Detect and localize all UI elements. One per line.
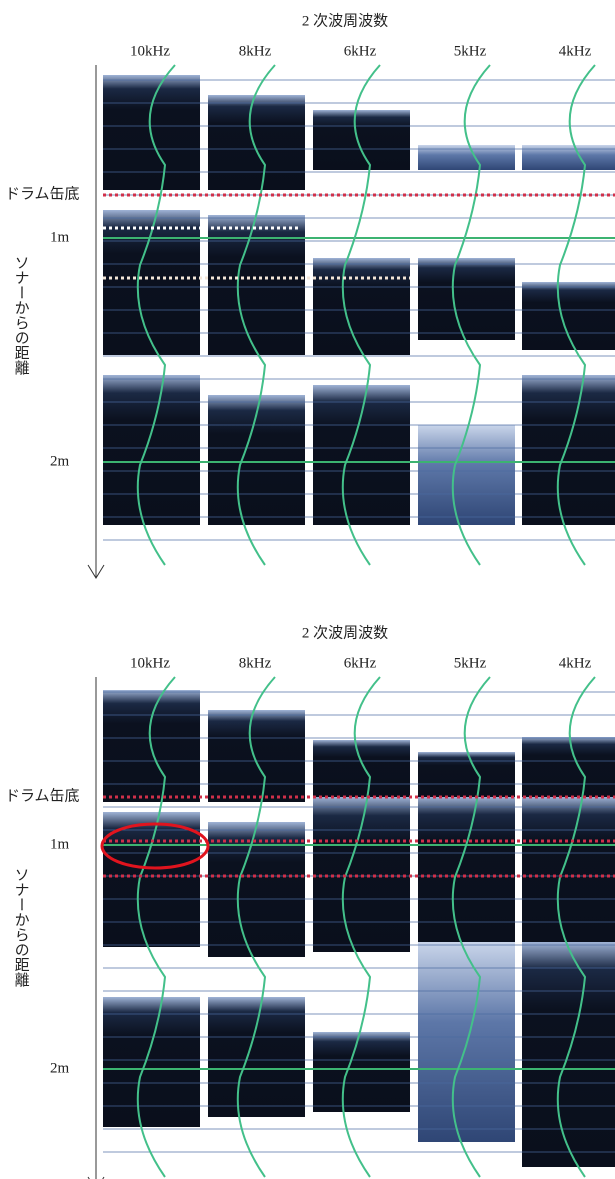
frequency-label: 5kHz [454, 655, 487, 671]
echo-block [313, 110, 410, 170]
echo-block [208, 710, 305, 802]
echo-block [208, 997, 305, 1117]
distance-label: 2m [50, 1060, 70, 1076]
echo-block [208, 215, 305, 355]
echo-block [418, 752, 515, 797]
bottom-label: ドラム缶底 [5, 185, 80, 202]
distance-label: 2m [50, 453, 70, 469]
frequency-label: 10kHz [130, 43, 170, 59]
figure: 2 次波周波数 10kHz 8kHz 6kHz 5kHz 4kHz ドラム缶底 1m 2m ソナー… [0, 0, 615, 1179]
echo-block [313, 740, 410, 797]
axis-label: ソナーからの距離 [13, 867, 30, 987]
frequency-label: 4kHz [559, 43, 592, 59]
echo-block [103, 997, 200, 1127]
echo-block [418, 797, 515, 942]
echo-block [522, 282, 615, 350]
frequency-label: 6kHz [344, 43, 377, 59]
echo-block [522, 797, 615, 942]
echo-block [418, 258, 515, 340]
panel-title: 2 次波周波数 [302, 624, 388, 641]
distance-label: 1m [50, 229, 70, 245]
echo-block [208, 95, 305, 190]
frequency-label: 10kHz [130, 655, 170, 671]
echo-block [522, 375, 615, 525]
distance-label: 1m [50, 836, 70, 852]
echo-block [313, 385, 410, 525]
bottom-label: ドラム缶底 [5, 787, 80, 804]
frequency-label: 6kHz [344, 655, 377, 671]
frequency-label: 5kHz [454, 43, 487, 59]
panel-title: 2 次波周波数 [302, 12, 388, 29]
frequency-label: 8kHz [239, 43, 272, 59]
echo-block [103, 375, 200, 525]
echo-block [522, 737, 615, 797]
echo-block [418, 425, 515, 525]
echo-block [313, 258, 410, 355]
echo-block [313, 1032, 410, 1112]
frequency-label: 8kHz [239, 655, 272, 671]
frequency-label: 4kHz [559, 655, 592, 671]
axis-label: ソナーからの距離 [13, 255, 30, 375]
echo-block [103, 812, 200, 947]
